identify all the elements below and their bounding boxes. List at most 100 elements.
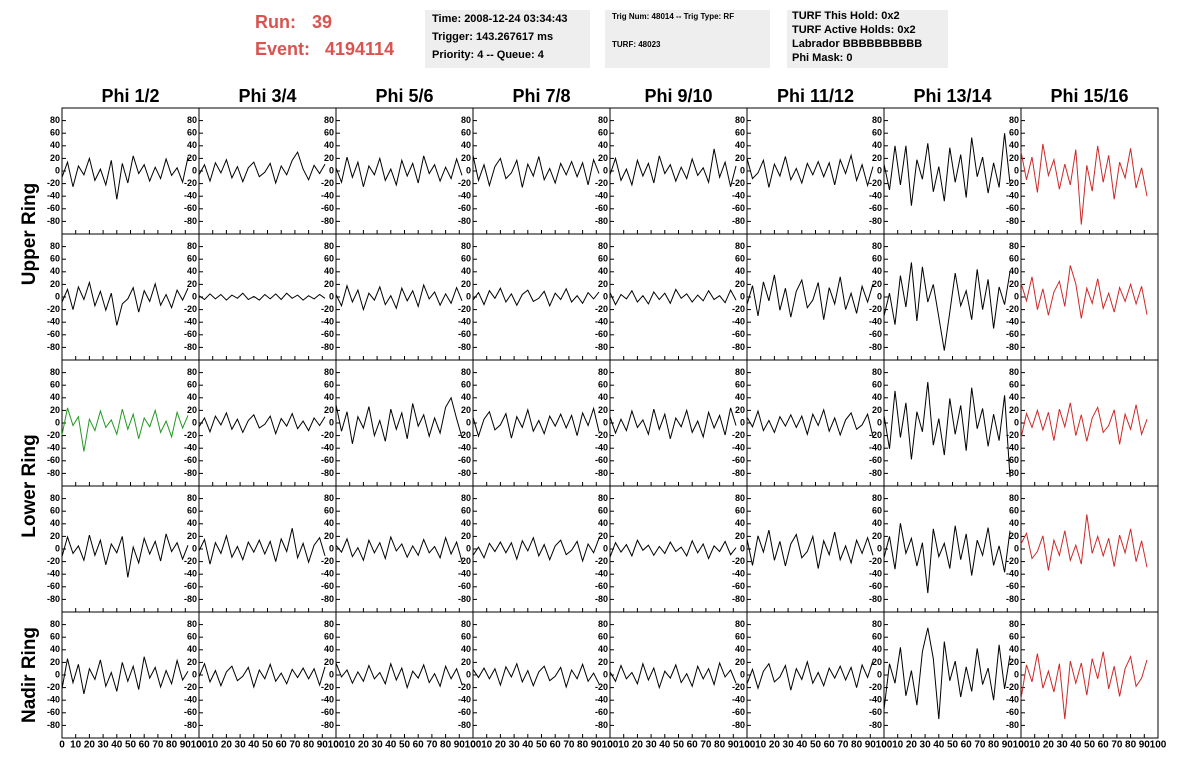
y-tick-label: -20 bbox=[595, 556, 608, 566]
event-label: Event: bbox=[255, 39, 310, 59]
y-tick-label: -40 bbox=[732, 317, 745, 327]
y-tick-label: 60 bbox=[598, 128, 608, 138]
y-tick-label: 40 bbox=[461, 140, 471, 150]
y-tick-label: 40 bbox=[461, 518, 471, 528]
y-tick-label: 20 bbox=[598, 405, 608, 415]
column-header: Phi 13/14 bbox=[913, 86, 991, 106]
y-tick-label: 0 bbox=[1014, 669, 1019, 679]
x-tick-label: 80 bbox=[1125, 740, 1137, 751]
y-tick-label: 60 bbox=[598, 254, 608, 264]
y-tick-label: -20 bbox=[1006, 430, 1019, 440]
y-tick-label: -80 bbox=[869, 342, 882, 352]
y-tick-label: -60 bbox=[321, 329, 334, 339]
y-tick-label: 80 bbox=[324, 367, 334, 377]
y-tick-label: 80 bbox=[187, 619, 197, 629]
y-tick-label: -20 bbox=[1006, 682, 1019, 692]
y-tick-label: -80 bbox=[458, 342, 471, 352]
y-tick-label: 40 bbox=[598, 644, 608, 654]
y-tick-label: -80 bbox=[595, 594, 608, 604]
y-tick-label: 40 bbox=[598, 140, 608, 150]
x-tick-label: 100 bbox=[1150, 740, 1167, 751]
y-tick-label: 20 bbox=[598, 153, 608, 163]
y-tick-label: -80 bbox=[47, 468, 60, 478]
info-line: Priority: 4 -- Queue: 4 bbox=[432, 49, 545, 61]
y-tick-label: -80 bbox=[321, 720, 334, 730]
y-tick-label: -40 bbox=[184, 317, 197, 327]
y-tick-label: 40 bbox=[187, 266, 197, 276]
y-tick-label: 0 bbox=[877, 543, 882, 553]
y-tick-label: 80 bbox=[1009, 619, 1019, 629]
y-tick-label: -20 bbox=[1006, 304, 1019, 314]
waveform bbox=[198, 292, 326, 301]
x-tick-label: 50 bbox=[810, 740, 822, 751]
y-tick-label: -20 bbox=[321, 430, 334, 440]
y-tick-label: 0 bbox=[740, 291, 745, 301]
x-tick-label: 0 bbox=[470, 740, 476, 751]
y-tick-label: -60 bbox=[458, 203, 471, 213]
x-tick-label: 30 bbox=[509, 740, 521, 751]
y-tick-label: 60 bbox=[735, 128, 745, 138]
x-tick-label: 30 bbox=[98, 740, 110, 751]
y-tick-label: 60 bbox=[872, 506, 882, 516]
y-tick-label: -20 bbox=[732, 556, 745, 566]
y-tick-label: 60 bbox=[50, 254, 60, 264]
waveform bbox=[1020, 402, 1148, 445]
x-tick-label: 40 bbox=[1070, 740, 1082, 751]
y-tick-label: -40 bbox=[869, 443, 882, 453]
y-tick-label: -80 bbox=[458, 720, 471, 730]
y-tick-label: 80 bbox=[735, 493, 745, 503]
y-tick-label: 40 bbox=[735, 266, 745, 276]
waveform bbox=[61, 533, 189, 578]
panel-frame bbox=[198, 485, 337, 613]
y-tick-label: -60 bbox=[321, 203, 334, 213]
x-tick-label: 30 bbox=[372, 740, 384, 751]
y-tick-label: -20 bbox=[458, 682, 471, 692]
y-tick-label: 0 bbox=[877, 165, 882, 175]
x-tick-label: 100 bbox=[602, 740, 619, 751]
y-tick-label: -80 bbox=[869, 468, 882, 478]
y-tick-label: -20 bbox=[869, 682, 882, 692]
y-tick-label: -20 bbox=[869, 178, 882, 188]
y-tick-label: 80 bbox=[50, 367, 60, 377]
y-tick-label: -60 bbox=[732, 455, 745, 465]
x-tick-label: 70 bbox=[289, 740, 301, 751]
y-tick-label: 60 bbox=[50, 380, 60, 390]
y-tick-label: 60 bbox=[461, 632, 471, 642]
waveform bbox=[609, 407, 737, 439]
x-tick-label: 10 bbox=[1029, 740, 1041, 751]
y-tick-label: 80 bbox=[598, 115, 608, 125]
y-tick-label: -80 bbox=[595, 720, 608, 730]
x-tick-label: 90 bbox=[1002, 740, 1014, 751]
y-tick-label: 80 bbox=[1009, 493, 1019, 503]
y-tick-label: -20 bbox=[458, 556, 471, 566]
y-tick-label: -80 bbox=[321, 468, 334, 478]
y-tick-label: -80 bbox=[732, 468, 745, 478]
y-tick-label: -80 bbox=[47, 342, 60, 352]
panel-frame bbox=[883, 611, 1022, 739]
x-tick-label: 90 bbox=[454, 740, 466, 751]
x-tick-label: 60 bbox=[687, 740, 699, 751]
y-tick-label: 60 bbox=[324, 632, 334, 642]
x-tick-label: 50 bbox=[673, 740, 685, 751]
waveform bbox=[61, 280, 189, 326]
y-tick-label: 20 bbox=[50, 657, 60, 667]
panel-frame bbox=[1020, 107, 1159, 235]
y-tick-label: -60 bbox=[184, 329, 197, 339]
x-tick-label: 70 bbox=[152, 740, 164, 751]
y-tick-label: 80 bbox=[187, 115, 197, 125]
y-tick-label: -80 bbox=[458, 468, 471, 478]
y-tick-label: -40 bbox=[458, 317, 471, 327]
x-tick-label: 10 bbox=[892, 740, 904, 751]
waveform bbox=[198, 662, 326, 689]
y-tick-label: -60 bbox=[1006, 707, 1019, 717]
y-tick-label: 0 bbox=[1014, 291, 1019, 301]
y-tick-label: -60 bbox=[458, 707, 471, 717]
waveform bbox=[609, 661, 737, 690]
waveform bbox=[746, 659, 874, 691]
x-tick-label: 80 bbox=[166, 740, 178, 751]
x-tick-label: 30 bbox=[646, 740, 658, 751]
y-tick-label: -40 bbox=[1006, 191, 1019, 201]
y-tick-label: 0 bbox=[603, 417, 608, 427]
y-tick-label: -40 bbox=[1006, 569, 1019, 579]
y-tick-label: 60 bbox=[872, 632, 882, 642]
